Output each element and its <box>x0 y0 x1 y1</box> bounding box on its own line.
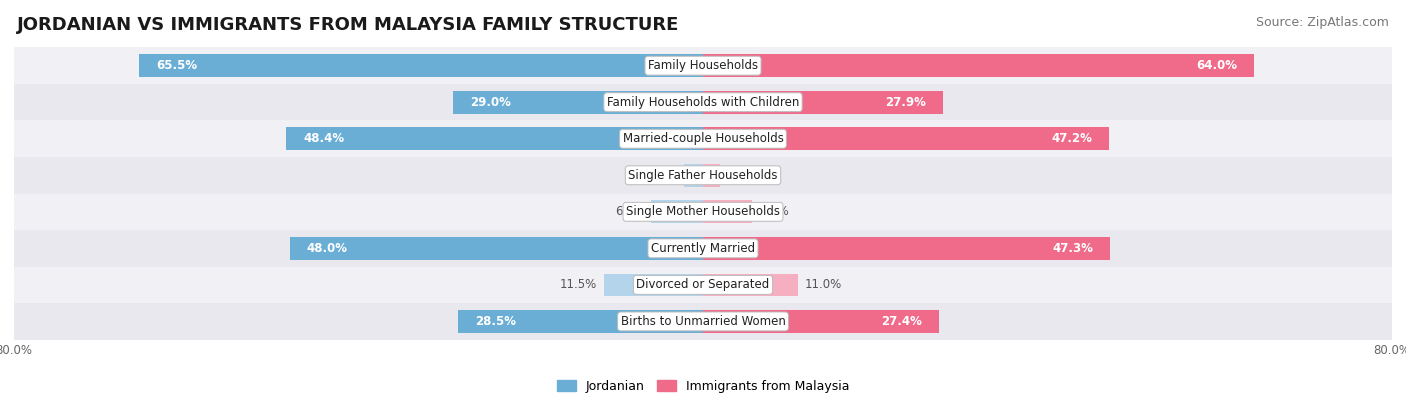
Text: 64.0%: 64.0% <box>1197 59 1237 72</box>
Bar <box>14 230 1392 267</box>
Text: Family Households: Family Households <box>648 59 758 72</box>
Bar <box>287 128 703 150</box>
Text: Single Father Households: Single Father Households <box>628 169 778 182</box>
Legend: Jordanian, Immigrants from Malaysia: Jordanian, Immigrants from Malaysia <box>551 375 855 395</box>
Bar <box>703 237 1111 260</box>
Text: Single Mother Households: Single Mother Households <box>626 205 780 218</box>
Text: 6.0%: 6.0% <box>614 205 644 218</box>
Bar <box>703 55 1254 77</box>
Text: 47.3%: 47.3% <box>1052 242 1092 255</box>
Text: Source: ZipAtlas.com: Source: ZipAtlas.com <box>1256 16 1389 29</box>
Text: 2.0%: 2.0% <box>727 169 756 182</box>
Text: 11.5%: 11.5% <box>560 278 598 292</box>
Text: 27.4%: 27.4% <box>882 315 922 328</box>
Bar <box>139 55 703 77</box>
Text: 11.0%: 11.0% <box>804 278 842 292</box>
Text: 5.7%: 5.7% <box>759 205 789 218</box>
Text: 29.0%: 29.0% <box>471 96 512 109</box>
Text: Married-couple Households: Married-couple Households <box>623 132 783 145</box>
Bar <box>14 157 1392 194</box>
Text: 27.9%: 27.9% <box>886 96 927 109</box>
Bar <box>605 274 703 296</box>
Text: 48.0%: 48.0% <box>307 242 347 255</box>
Bar <box>14 303 1392 340</box>
Bar <box>651 201 703 223</box>
Bar <box>14 84 1392 120</box>
Bar <box>14 267 1392 303</box>
Bar <box>703 201 752 223</box>
Bar <box>703 128 1109 150</box>
Bar <box>703 91 943 113</box>
Bar <box>14 194 1392 230</box>
Bar <box>703 164 720 186</box>
Bar <box>453 91 703 113</box>
Bar <box>703 274 797 296</box>
Bar <box>457 310 703 333</box>
Bar <box>290 237 703 260</box>
Bar <box>685 164 703 186</box>
Bar <box>703 310 939 333</box>
Text: 48.4%: 48.4% <box>304 132 344 145</box>
Text: 65.5%: 65.5% <box>156 59 197 72</box>
Text: 47.2%: 47.2% <box>1052 132 1092 145</box>
Text: 2.2%: 2.2% <box>647 169 678 182</box>
Text: JORDANIAN VS IMMIGRANTS FROM MALAYSIA FAMILY STRUCTURE: JORDANIAN VS IMMIGRANTS FROM MALAYSIA FA… <box>17 16 679 34</box>
Text: 28.5%: 28.5% <box>475 315 516 328</box>
Text: Births to Unmarried Women: Births to Unmarried Women <box>620 315 786 328</box>
Text: Divorced or Separated: Divorced or Separated <box>637 278 769 292</box>
Bar <box>14 47 1392 84</box>
Text: Family Households with Children: Family Households with Children <box>607 96 799 109</box>
Bar <box>14 120 1392 157</box>
Text: Currently Married: Currently Married <box>651 242 755 255</box>
